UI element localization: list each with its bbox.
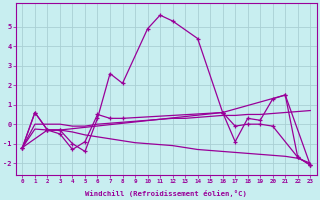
X-axis label: Windchill (Refroidissement éolien,°C): Windchill (Refroidissement éolien,°C) — [85, 190, 247, 197]
